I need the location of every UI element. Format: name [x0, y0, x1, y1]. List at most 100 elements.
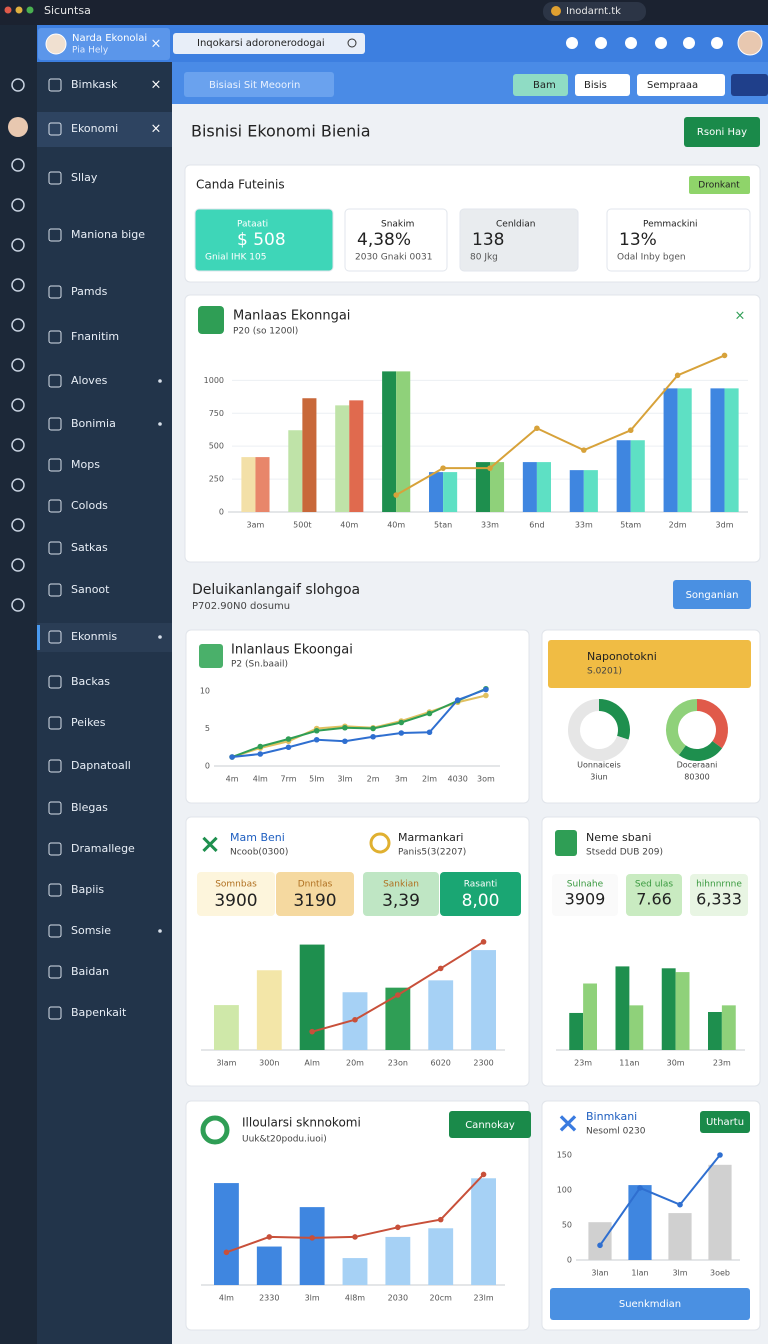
primary-button[interactable] [684, 117, 760, 147]
rail-icon[interactable] [11, 478, 25, 492]
stat-tile [690, 874, 748, 916]
rail-icon[interactable] [11, 518, 25, 532]
search-icon [347, 38, 357, 48]
sidebar-item[interactable]: Colods [71, 499, 108, 512]
stat-value: 8,00 [462, 891, 500, 911]
rail-icon[interactable] [11, 158, 25, 172]
rail-icon[interactable] [11, 398, 25, 412]
sidebar-item[interactable]: Somsie [71, 924, 111, 937]
bar [256, 970, 282, 1050]
section-button[interactable] [673, 580, 751, 609]
select[interactable] [637, 74, 725, 96]
url-pill[interactable] [543, 2, 646, 21]
sidebar-icon [48, 716, 62, 730]
search-box[interactable] [173, 33, 365, 54]
window-dot[interactable] [4, 6, 12, 14]
sidebar-item[interactable]: Baidan [71, 965, 109, 978]
stat-value: 3909 [565, 890, 606, 909]
select-label: Sempraaa [647, 80, 698, 91]
sidebar-item[interactable]: Bonimia [71, 417, 116, 430]
button-label: Rsoni Hay [697, 127, 747, 138]
line-point [440, 465, 446, 471]
icon[interactable] [595, 37, 607, 49]
rail-icon[interactable] [11, 78, 25, 92]
sidebar-item[interactable]: Satkas [71, 541, 108, 554]
sidebar-item[interactable]: Fnanitim [71, 330, 119, 343]
line-point [352, 1016, 358, 1023]
sidebar-close[interactable]: × [151, 78, 162, 93]
icon[interactable] [655, 37, 667, 49]
stat-tile [363, 872, 439, 916]
chart-title: Manlaas Ekonngai [233, 309, 350, 324]
title-bar [0, 0, 768, 25]
donut-slice [598, 699, 630, 740]
sidebar-item[interactable]: Backas [71, 675, 110, 688]
sidebar-item[interactable]: Aloves [71, 374, 108, 387]
line-point [677, 1201, 683, 1208]
sidebar-item[interactable]: Bimkask [71, 78, 118, 91]
chart-subtitle: S.0201) [587, 667, 622, 677]
rail-icon[interactable] [11, 358, 25, 372]
tab-close[interactable]: × [151, 37, 162, 52]
sidebar-item[interactable]: Ekonomi [71, 122, 118, 135]
sidebar-item[interactable]: Sanoot [71, 583, 110, 596]
sidebar-item[interactable]: Sllay [71, 171, 98, 184]
tab[interactable] [38, 28, 170, 60]
y-tick-label: 5 [205, 724, 210, 733]
card-close[interactable]: × [735, 309, 746, 324]
rail-icon[interactable] [11, 318, 25, 332]
line-point [487, 465, 493, 471]
rail-icon[interactable] [11, 278, 25, 292]
stat-note: 80 Jkg [470, 253, 498, 263]
sidebar-item[interactable]: Dramallege [71, 842, 135, 855]
card-button[interactable] [449, 1111, 531, 1138]
line-point [597, 1242, 603, 1249]
rail-icon[interactable] [11, 238, 25, 252]
bar [382, 371, 397, 512]
window-dot[interactable] [26, 6, 34, 14]
sidebar-item[interactable]: Bapiis [71, 883, 104, 896]
button[interactable] [731, 74, 768, 96]
sidebar-item[interactable]: Dapnatoall [71, 759, 131, 772]
sub-search-text[interactable]: Bisiasi Sit Meoorin [209, 80, 300, 91]
card-icon [198, 306, 224, 334]
icon[interactable] [566, 37, 578, 49]
line-point [229, 754, 235, 760]
line-point [398, 719, 405, 726]
rail-avatar[interactable] [8, 117, 28, 137]
rail-icon[interactable] [11, 198, 25, 212]
sidebar-item[interactable]: Bapenkait [71, 1006, 127, 1019]
button[interactable] [513, 74, 568, 96]
footer-button[interactable] [550, 1288, 750, 1320]
window-dot[interactable] [15, 6, 23, 14]
sidebar-item[interactable]: Maniona bige [71, 228, 145, 241]
x-tick-label: 33m [575, 521, 593, 530]
bar [335, 405, 350, 512]
card-button[interactable] [700, 1111, 750, 1133]
sub-search[interactable] [184, 72, 334, 97]
line [231, 687, 487, 758]
rail-icon[interactable] [11, 438, 25, 452]
stat-tile [194, 208, 334, 272]
icon[interactable] [625, 37, 637, 49]
stat-label: Snakim [381, 220, 414, 230]
sidebar-item[interactable]: Peikes [71, 716, 106, 729]
sidebar-close[interactable]: × [151, 122, 162, 137]
stat-note: Odal Inby bgen [617, 253, 686, 263]
sidebar-item[interactable]: Mops [71, 458, 100, 471]
rail-icon[interactable] [11, 558, 25, 572]
card-icon: × [199, 830, 221, 860]
button[interactable] [575, 74, 630, 96]
icon[interactable] [711, 37, 723, 49]
rail-icon[interactable] [11, 598, 25, 612]
icon[interactable] [683, 37, 695, 49]
y-tick-label: 50 [562, 1221, 572, 1230]
button-label: Bam [533, 80, 556, 91]
sidebar-item[interactable]: Pamds [71, 285, 108, 298]
user-avatar[interactable] [737, 30, 763, 56]
sidebar-item[interactable]: Ekonmis [71, 630, 117, 643]
sidebar-item[interactable]: Blegas [71, 801, 108, 814]
stat-value: 3900 [214, 891, 257, 911]
search-text[interactable]: Inqokarsi adoronerodogai [197, 38, 325, 49]
line-point [313, 727, 320, 734]
